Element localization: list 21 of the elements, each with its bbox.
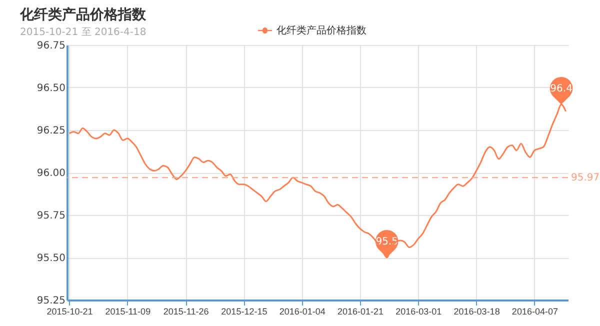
y-tick-label: 95.75 [36,210,66,222]
y-tick-label: 96.00 [36,168,66,179]
y-tick-label: 96.50 [36,83,66,94]
x-tick-label: 2015-11-26 [163,306,209,316]
y-tick-label: 95.50 [36,253,66,264]
x-tick-label: 2015-12-15 [221,306,268,316]
x-tick-label: 2016-04-07 [512,306,558,316]
x-tick-label: 2016-03-01 [396,306,442,316]
ref-line-label: 95.97 [571,172,600,184]
y-tick-label: 96.25 [36,126,66,136]
chart-subtitle: 2015-10-21 至 2016-4-18 [20,27,146,38]
x-tick-label: 2016-03-18 [454,306,500,316]
chart-title: 化纤类产品价格指数 [19,6,147,23]
legend-label: 化纤类产品价格指数 [276,24,366,36]
x-tick-label: 2016-01-21 [337,306,384,316]
y-tick-label: 96.75 [36,40,66,52]
x-tick-label: 2016-01-04 [279,306,326,316]
x-tick-label: 2015-11-09 [105,306,151,316]
x-tick-label: 2015-10-21 [46,306,93,316]
annotation: 96.4 [550,84,572,94]
y-tick-label: 95.25 [36,296,66,306]
